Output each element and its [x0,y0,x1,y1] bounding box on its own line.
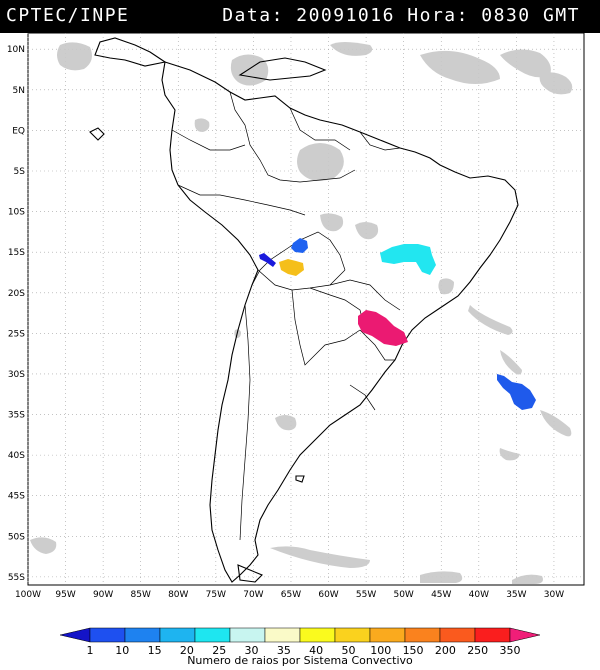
system-south-atlantic [497,374,536,410]
lon-label: 40W [469,590,489,600]
lat-label: 50S [8,532,25,542]
colorbar-segment [439,627,476,643]
colorbar-label: 250 [467,644,488,657]
lon-label: 90W [93,590,113,600]
colorbar-label: 350 [500,644,521,657]
colorbar-segment [334,627,371,643]
lat-label: 45S [8,492,25,502]
colorbar-labels: 1 10 15 20 25 30 35 40 50 100 150 200 250 350 [87,644,521,657]
colorbar-segment [404,627,441,643]
coastline [89,37,519,583]
colorbar-label: 15 [148,644,162,657]
colorbar-segment [194,627,231,643]
colorbar-label: 200 [435,644,456,657]
system-bolivia-west [259,253,276,267]
lat-label: 10N [7,45,25,55]
lat-label: 55S [8,573,25,583]
colorbar-segment [59,627,91,643]
colorbar-segments [59,627,541,643]
colorbar-label: 150 [403,644,424,657]
lon-label: 35W [506,590,526,600]
latitude-labels: 10N 5N EQ 5S 10S 15S 20S 25S 30S 35S 40S 45S 50S 55S [7,45,25,583]
colorbar-title: Numero de raios por Sistema Convectivo [187,654,413,667]
lat-label: 5N [13,86,25,96]
header-bar: CPTEC/INPE Data: 20091016 Hora: 0830 GMT [0,0,600,33]
colorbar-label: 40 [309,644,323,657]
lat-label: EQ [12,126,25,136]
lon-label: 30W [544,590,564,600]
map-frame [27,33,585,586]
colorbar-segment [369,627,406,643]
system-minas-gerais [380,244,436,275]
colorbar-label: 25 [212,644,226,657]
lat-label: 35S [8,411,25,421]
lon-label: 95W [55,590,75,600]
colorbar-segment [124,627,161,643]
lat-label: 20S [8,289,25,299]
lon-label: 80W [168,590,188,600]
lightning-map: 10N5NEQ5S10S15S20S25S30S35S40S45S50S55S … [7,33,585,600]
datetime-label: Data: 20091016 Hora: 0830 GMT [222,5,580,26]
lon-label: 75W [206,590,226,600]
colorbar-segment [229,627,266,643]
country-borders [171,91,401,541]
lat-label: 40S [8,451,25,461]
colorbar-segment [509,627,541,643]
lon-label: 45W [431,590,451,600]
lat-label: 25S [8,329,25,339]
lat-label: 30S [8,370,25,380]
lon-label: 100W [15,590,41,600]
colorbar-label: 20 [180,644,194,657]
colorbar-label: 1 [87,644,94,657]
lon-label: 85W [131,590,151,600]
colorbar-label: 35 [277,644,291,657]
lat-label: 5S [14,167,26,177]
lon-label: 70W [243,590,263,600]
colorbar: 1 10 15 20 25 30 35 40 50 100 150 200 250 350 Numero … [59,627,541,667]
grid-lines [27,33,584,585]
system-parana [358,310,408,346]
colorbar-label: 10 [115,644,129,657]
source-label: CPTEC/INPE [6,5,130,26]
colorbar-segment [89,627,126,643]
lat-label: 10S [8,208,25,218]
colorbar-label: 50 [341,644,355,657]
lon-label: 50W [393,590,413,600]
lon-label: 55W [356,590,376,600]
colorbar-segment [264,627,301,643]
lat-label: 15S [8,248,25,258]
colorbar-segment [159,627,196,643]
lon-label: 65W [281,590,301,600]
colorbar-segment [299,627,336,643]
system-bolivia-south [279,259,304,276]
longitude-labels: 100W 95W 90W 85W 80W 75W 70W 65W 60W 55W 50W 45W 40W… [15,590,564,600]
colorbar-label: 30 [245,644,259,657]
lon-label: 60W [318,590,338,600]
system-bolivia-north [291,238,308,253]
colorbar-label: 100 [370,644,391,657]
convective-systems [259,238,536,410]
colorbar-segment [474,627,511,643]
